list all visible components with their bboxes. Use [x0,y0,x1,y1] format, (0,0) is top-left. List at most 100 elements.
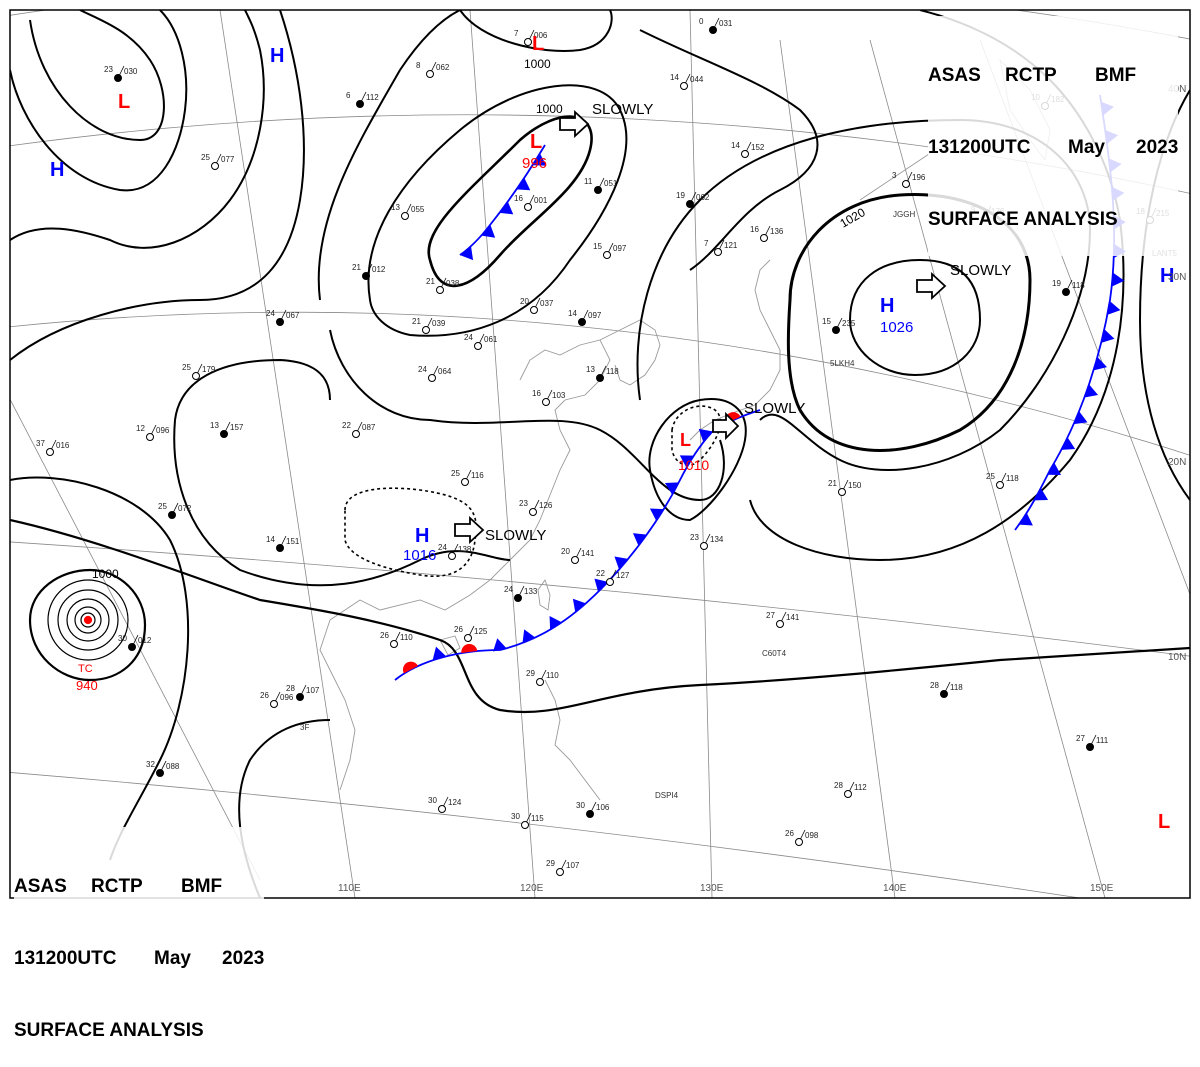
cold-front-triangle-icon [1073,411,1088,425]
ship-labels: JGGH 5LKH4 DSPI4 C60T4 LANT5 3F [300,210,1177,800]
station-circle-icon [529,508,537,516]
station-plot: 14 152 [731,141,765,158]
meridian-130e [689,10,713,898]
station-temp: 21 [828,479,837,488]
station-circle-icon [524,203,532,211]
header-word: May [1068,137,1105,158]
station-pressure: 107 [306,686,320,695]
station-plot: 23 134 [690,533,724,550]
station-pressure: 133 [524,587,538,596]
isobar-west-contour-1 [29,10,165,142]
station-plot: 13 055 [391,203,425,220]
station-circle-icon [596,374,604,382]
station-temp: 24 [418,365,427,374]
parallel-0 [10,772,1083,898]
station-circle-icon [428,374,436,382]
cold-front-triangle-icon [1107,301,1121,315]
header-line-2: 131200UTC May 2023 [14,947,264,971]
station-circle-icon [571,556,579,564]
meridian-140e [779,39,896,898]
station-pressure: 141 [581,549,595,558]
cold-front-triangle-icon [572,598,586,613]
coast-indochina [319,619,356,791]
station-circle-icon [530,306,538,314]
station-pressure: 103 [552,391,566,400]
isobar-china-high-upper [174,358,331,421]
station-pressure: 235 [842,319,856,328]
station-temp: 13 [391,203,400,212]
motion-arrow-icon [712,411,740,441]
station-temp: 14 [670,73,679,82]
cold-front-triangle-icon [632,533,647,546]
lon-label: 130E [700,883,724,894]
station-pressure: 121 [724,241,738,250]
station-plot: 20 141 [561,547,595,564]
station-pressure: 087 [362,423,376,432]
low-symbol: L [680,430,691,450]
tc-value: 940 [76,678,98,693]
station-temp: 27 [1076,734,1085,743]
station-plot: 28 112 [834,781,867,798]
isobars [10,10,1190,898]
station-plot: 6 112 [346,91,379,108]
motion-arrow-icon [559,109,590,139]
isobar-label: 1000 [536,102,563,116]
station-circle-icon [594,186,602,194]
station-plot: 16 103 [532,389,566,406]
isobar-kyushu [648,398,747,522]
station-pressure: 118 [1072,281,1085,290]
station-temp: 25 [182,363,191,372]
station-temp: 25 [201,153,210,162]
isobar-1000-top [459,10,613,52]
dashed-china-high [344,487,477,577]
station-pressure: 110 [400,633,413,642]
station-temp: 25 [986,472,995,481]
low-symbol: L [1158,811,1170,833]
station-temp: 16 [532,389,541,398]
station-temp: 14 [568,309,577,318]
chart-header-top: ASAS RCTP BMF 131200UTC May 2023 SURFACE ANA… [928,16,1179,256]
station-temp: 16 [514,194,523,203]
front-symbol [402,661,419,674]
front-symbol [493,638,507,652]
isobar-label: 1020 [838,205,868,231]
front-symbol [594,578,608,592]
station-temp: 30 [576,801,585,810]
cold-front-triangle-icon [649,508,664,521]
motion-labels: SLOWLY SLOWLY SLOWLY SLOWLY [485,101,1011,544]
station-pressure: 096 [280,693,294,702]
station-pressure: 098 [805,831,819,840]
station-pressure: 088 [166,762,180,771]
station-circle-icon [940,690,948,698]
station-circle-icon [464,634,472,642]
ship-label: C60T4 [762,649,787,658]
station-plot: 26 096 [260,691,294,708]
station-circle-icon [438,805,446,813]
station-temp: 26 [785,829,794,838]
cold-front-triangle-icon [460,246,474,261]
parallel-20n [10,311,1190,456]
high-symbol: H [415,525,429,547]
cold-front-triangle-icon [1034,488,1049,501]
coast-philippines [544,679,601,801]
station-circle-icon [114,74,122,82]
low-symbol: L [118,91,130,113]
cold-front-triangle-icon [432,646,447,661]
station-temp: 24 [266,309,275,318]
high-symbol: H [880,295,894,317]
isobar-north-japan [639,29,819,271]
station-plot: 14 097 [568,309,602,326]
high-symbol: H [1160,265,1174,287]
isobar-low-mongolia-outer [367,84,628,337]
cold-front-triangle-icon [614,556,629,570]
station-circle-icon [524,38,532,46]
station-plot: 25 077 [201,153,235,170]
station-circle-icon [156,769,164,777]
front-symbol [461,643,478,654]
station-pressure: 106 [596,803,610,812]
station-circle-icon [270,700,278,708]
station-pressure: 044 [690,75,704,84]
station-circle-icon [146,433,154,441]
station-plot: 21 038 [426,277,460,294]
